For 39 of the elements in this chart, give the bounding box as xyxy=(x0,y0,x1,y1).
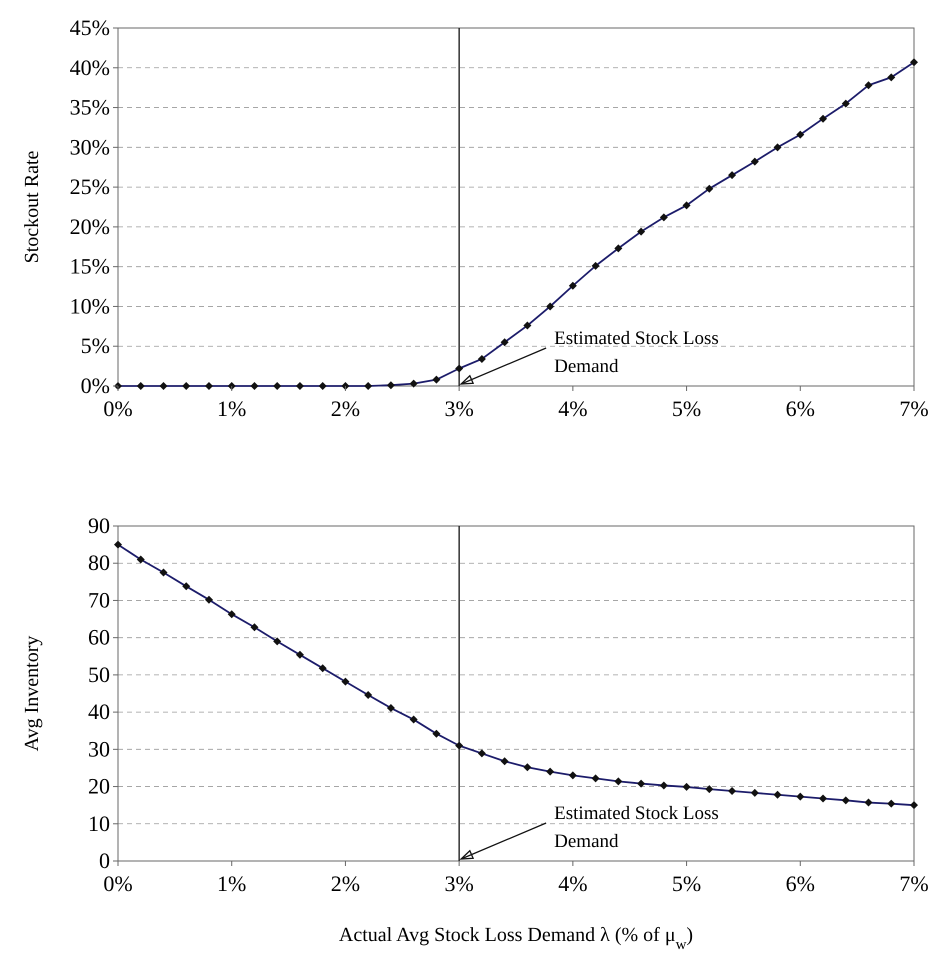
x-tick-label: 4% xyxy=(558,871,588,896)
y-tick-label: 5% xyxy=(80,333,110,358)
x-tick-label: 3% xyxy=(444,396,474,421)
y-tick-label: 10 xyxy=(88,810,110,836)
y-axis-title: Avg Inventory xyxy=(21,636,43,752)
x-tick-label: 2% xyxy=(330,396,360,421)
x-tick-label: 3% xyxy=(444,871,474,896)
x-tick-label: 6% xyxy=(786,396,815,421)
x-tick-label: 1% xyxy=(217,871,246,896)
x-tick-label: 5% xyxy=(672,396,702,421)
y-tick-label: 0 xyxy=(99,848,110,873)
y-tick-label: 35% xyxy=(70,94,110,120)
y-tick-label: 70 xyxy=(88,587,110,612)
y-tick-label: 30 xyxy=(88,736,110,762)
y-tick-label: 20% xyxy=(70,214,110,239)
y-tick-label: 10% xyxy=(70,293,110,318)
annotation: Estimated Stock Loss Demand xyxy=(554,803,719,852)
y-tick-label: 0% xyxy=(80,373,110,398)
x-tick-label: 4% xyxy=(558,396,588,421)
y-tick-label: 90 xyxy=(88,513,110,538)
y-tick-label: 25% xyxy=(70,174,110,200)
x-tick-label: 6% xyxy=(786,871,815,896)
y-tick-label: 45% xyxy=(70,15,110,40)
y-tick-label: 80 xyxy=(88,550,110,576)
y-tick-label: 50 xyxy=(88,662,110,687)
x-axis-title: Actual Avg Stock Loss Demand λ (% of μ$_{w}$) xyxy=(338,924,694,953)
y-tick-label: 20 xyxy=(88,774,110,799)
y-tick-label: 15% xyxy=(70,254,110,279)
x-tick-label: 7% xyxy=(899,396,929,421)
x-tick-label: 1% xyxy=(217,396,246,421)
y-tick-label: 30% xyxy=(70,134,110,160)
y-axis-title: Stockout Rate xyxy=(21,150,43,264)
y-tick-label: 40% xyxy=(70,54,110,80)
y-tick-label: 60 xyxy=(88,624,110,650)
x-tick-label: 2% xyxy=(330,871,360,896)
annotation: Estimated Stock Loss Demand xyxy=(554,328,719,377)
x-tick-label: 5% xyxy=(672,871,702,896)
x-tick-label: 7% xyxy=(899,871,929,896)
y-tick-label: 40 xyxy=(88,699,110,724)
